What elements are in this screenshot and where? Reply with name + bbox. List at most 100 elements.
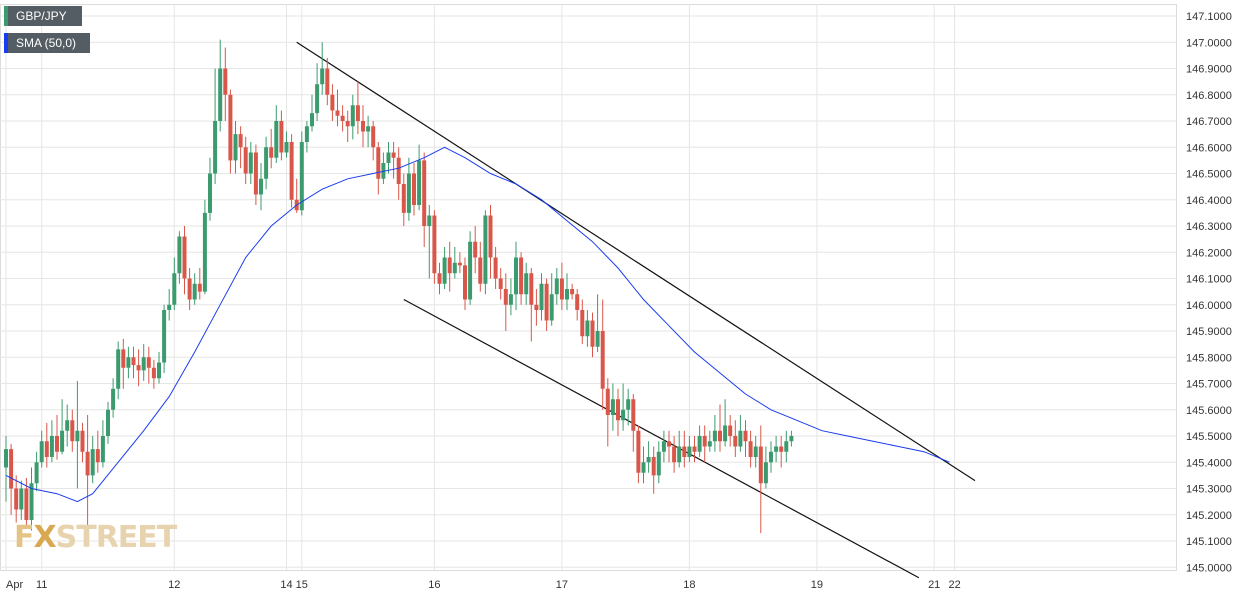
y-tick-label: 145.2000	[1186, 510, 1232, 522]
candle-body	[355, 105, 360, 121]
candle-body	[514, 257, 518, 295]
candle	[702, 425, 707, 463]
x-tick-label: Apr	[6, 579, 23, 591]
candle-body	[483, 215, 488, 284]
candle	[667, 430, 671, 463]
candle-body	[534, 304, 539, 310]
y-tick-label: 145.7000	[1186, 379, 1232, 391]
candle-body	[661, 441, 666, 452]
candle-body	[391, 152, 396, 158]
candle	[172, 257, 177, 310]
candle	[682, 430, 687, 468]
candle-body	[784, 441, 789, 452]
candle	[208, 157, 212, 221]
candle-body	[626, 399, 631, 410]
candle-body	[340, 115, 345, 121]
candle	[661, 430, 666, 463]
y-tick-label: 145.5000	[1186, 431, 1232, 443]
candle	[29, 467, 34, 531]
candle	[151, 359, 156, 389]
candle	[116, 341, 121, 400]
candle	[452, 247, 457, 279]
x-tick-label: 11	[36, 579, 47, 591]
candle	[442, 247, 447, 289]
y-tick-label: 145.3000	[1186, 484, 1232, 496]
candle-body	[427, 215, 432, 226]
candle-body	[126, 357, 131, 368]
candle	[626, 388, 631, 426]
candle	[570, 283, 575, 300]
candle-body	[789, 436, 794, 442]
candle	[85, 415, 90, 534]
candle-body	[269, 147, 274, 158]
candle	[218, 39, 223, 132]
candle	[769, 441, 773, 473]
candle-body	[386, 152, 391, 163]
candle	[677, 430, 682, 468]
sma-layer	[5, 146, 950, 503]
candle-body	[315, 84, 320, 114]
y-tick-label: 147.0000	[1186, 37, 1232, 49]
candle-body	[325, 68, 330, 95]
candle	[157, 352, 161, 384]
candle	[9, 443, 14, 515]
candle	[49, 420, 54, 463]
candle	[325, 58, 330, 106]
candle-body	[493, 257, 498, 279]
candle	[738, 415, 743, 452]
candle-body	[590, 320, 595, 347]
candle-body	[621, 409, 626, 421]
candle-body	[157, 362, 161, 379]
candle	[687, 436, 692, 463]
candle-body	[656, 451, 661, 476]
candle	[39, 430, 44, 468]
candle	[248, 142, 253, 184]
x-tick-label: 15	[296, 579, 308, 591]
candle-body	[646, 457, 651, 463]
plot-frame	[0, 4, 1177, 571]
candle-body	[488, 215, 493, 258]
candle	[228, 89, 233, 174]
candle-body	[65, 420, 70, 431]
y-tick-label: 146.2000	[1186, 247, 1232, 259]
candle	[111, 378, 116, 418]
candle-body	[310, 113, 314, 127]
candle-body	[131, 357, 136, 366]
candle	[213, 68, 218, 184]
candle	[539, 273, 544, 321]
candle-body	[682, 446, 687, 457]
candle-body	[75, 430, 80, 442]
candle-body	[49, 436, 54, 457]
candle-body	[412, 173, 416, 205]
candle	[233, 121, 238, 174]
legend-sma-swatch	[4, 33, 8, 53]
candle-body	[116, 349, 121, 389]
candle-body	[718, 430, 722, 442]
fxstreet-logo: FXSTREET	[14, 520, 177, 555]
candle-body	[437, 273, 442, 284]
candle	[498, 268, 503, 300]
candle-body	[743, 430, 748, 442]
y-tick-label: 146.0000	[1186, 300, 1232, 312]
legend-pair[interactable]: GBP/JPY	[4, 6, 82, 26]
candle	[763, 446, 768, 489]
candle-body	[95, 449, 100, 463]
candle	[44, 422, 49, 468]
candle-series	[4, 39, 794, 534]
candle	[468, 231, 473, 305]
candle-body	[595, 331, 600, 347]
candle-body	[243, 147, 248, 174]
legend-sma[interactable]: SMA (50,0)	[4, 33, 90, 53]
candle	[187, 268, 192, 310]
candle-body	[121, 349, 126, 368]
chart-grid	[0, 4, 1177, 571]
candle-body	[60, 430, 65, 452]
candle	[406, 157, 411, 221]
candle	[656, 441, 661, 484]
candle	[723, 399, 728, 447]
y-tick-label: 146.5000	[1186, 169, 1232, 181]
candle-body	[111, 388, 116, 410]
candle	[386, 142, 391, 174]
candle	[417, 144, 422, 211]
